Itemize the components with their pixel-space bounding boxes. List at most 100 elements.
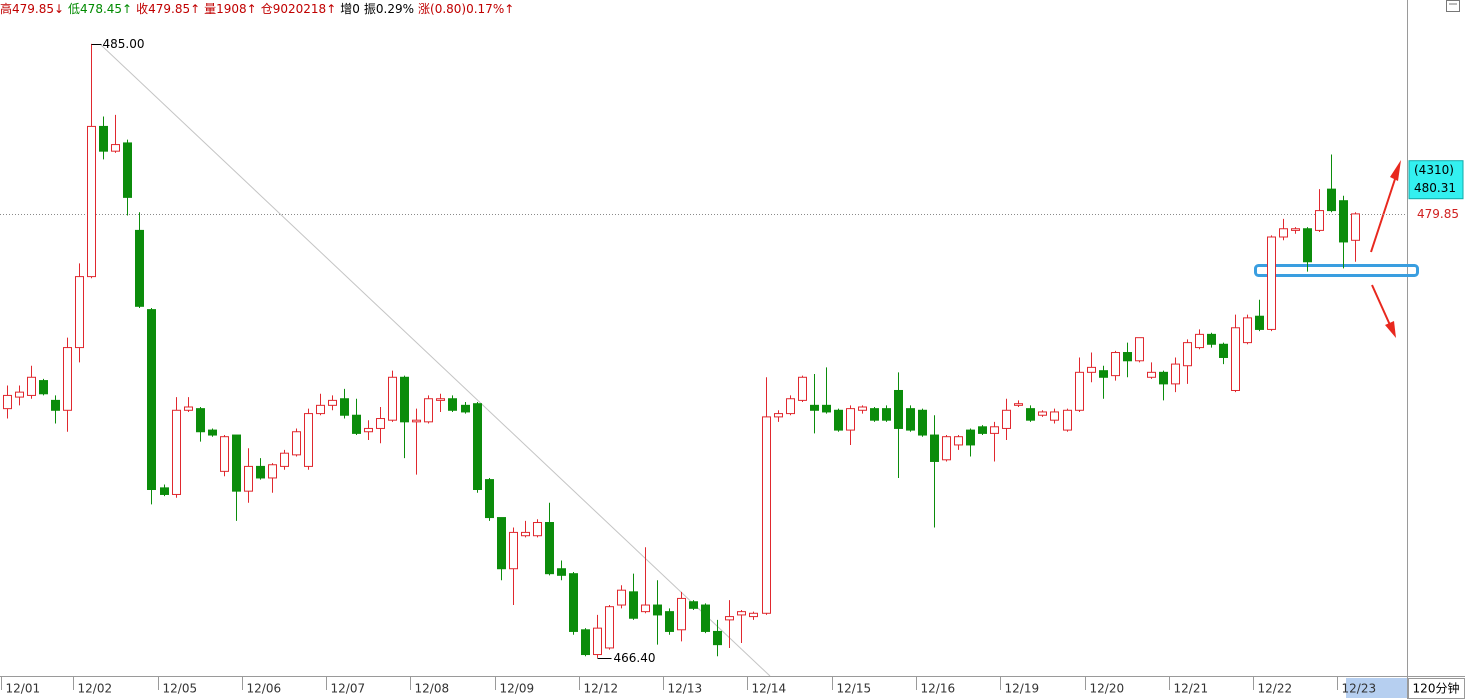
- candle-body: [1002, 409, 1011, 429]
- candle-body: [1171, 363, 1180, 385]
- candle-body: [581, 629, 590, 656]
- candle-body: [400, 376, 409, 423]
- candle-body: [87, 125, 96, 278]
- candle-body: [1075, 371, 1084, 411]
- candle-body: [978, 426, 987, 434]
- candle-body: [629, 591, 638, 619]
- candle-body: [1327, 188, 1336, 212]
- candle-body: [749, 612, 758, 618]
- candle-body: [545, 522, 554, 575]
- candle-body: [1351, 213, 1360, 241]
- candle-body: [617, 589, 626, 606]
- candle-body: [677, 597, 686, 631]
- candle-body: [340, 398, 349, 416]
- candle-body: [762, 416, 771, 614]
- candle-body: [1267, 236, 1276, 330]
- candle-body: [882, 408, 891, 421]
- candle-body: [304, 413, 313, 467]
- candle-body: [834, 409, 843, 431]
- candle-body: [461, 404, 470, 413]
- candle-body: [99, 125, 108, 152]
- candle-body: [208, 429, 217, 436]
- candle-body: [268, 464, 277, 479]
- candle-body: [894, 389, 903, 429]
- candle-body: [1111, 352, 1120, 377]
- candle-body: [557, 568, 566, 576]
- x-tick-label: 12/02: [78, 682, 113, 696]
- candle-body: [774, 413, 783, 418]
- panel-icon[interactable]: [1446, 0, 1460, 12]
- x-tick-label: 12/08: [415, 682, 450, 696]
- candle-body: [424, 398, 433, 423]
- quote-header: 高479.85↓ 低478.45↑ 收479.85↑ 量1908↑ 仓9020218↑ 增…: [0, 1, 518, 17]
- candle-body: [485, 479, 494, 519]
- x-tick-label: 12/07: [331, 682, 366, 696]
- x-tick-label: 12/01: [6, 682, 41, 696]
- cursor-price: 480.31: [1414, 181, 1456, 195]
- candle-body: [786, 398, 795, 415]
- candle-body: [641, 604, 650, 613]
- candle-body: [1183, 342, 1192, 367]
- cursor-x-highlight: [1346, 678, 1407, 698]
- candle-body: [942, 436, 951, 461]
- candle-body: [123, 142, 132, 198]
- candle-body: [689, 601, 698, 609]
- arrow-down: [1371, 284, 1391, 326]
- candle-body: [533, 522, 542, 537]
- candle-body: [75, 276, 84, 349]
- x-tick-label: 12/16: [921, 682, 956, 696]
- candle-body: [388, 376, 397, 421]
- candle-body: [497, 517, 506, 570]
- quote-field: 振0.29%: [363, 2, 415, 16]
- support-box: [1254, 264, 1419, 277]
- candle-body: [1219, 343, 1228, 358]
- candle-body: [509, 531, 518, 570]
- candle-body: [930, 434, 939, 462]
- candle-body: [352, 414, 361, 434]
- candle-body: [569, 573, 578, 632]
- candle-body: [3, 394, 12, 410]
- trend-line: [99, 43, 771, 677]
- cursor-box: [1408, 160, 1464, 200]
- x-tick-label: 12/06: [247, 682, 282, 696]
- candle-body: [196, 408, 205, 433]
- candle-body: [111, 144, 120, 152]
- candle-body: [1026, 408, 1035, 421]
- candle-body: [1231, 327, 1240, 391]
- candle-body: [280, 452, 289, 467]
- quote-field: 收479.85↑: [136, 2, 201, 16]
- arrow-down-head: [1385, 321, 1396, 338]
- candle-body: [1135, 337, 1144, 362]
- candle-body: [184, 406, 193, 411]
- candle-body: [1207, 333, 1216, 345]
- candle-body: [1315, 210, 1324, 231]
- candle-body: [15, 391, 24, 398]
- candle-body: [521, 531, 530, 537]
- candle-body: [160, 487, 169, 495]
- period-label[interactable]: 120分钟: [1413, 681, 1460, 696]
- candle-body: [27, 376, 36, 396]
- x-tick-label: 12/13: [668, 682, 703, 696]
- x-tick-label: 12/15: [837, 682, 872, 696]
- candle-body: [605, 606, 614, 649]
- candle-body: [244, 465, 253, 492]
- quote-field: 低478.45↑: [68, 2, 133, 16]
- candle-body: [1303, 228, 1312, 263]
- candle-body: [906, 408, 915, 431]
- candle-body: [798, 376, 807, 401]
- x-tick-label: 12/23: [1342, 682, 1377, 696]
- candle-body: [1159, 371, 1168, 385]
- quote-field: 高479.85↓: [0, 2, 65, 16]
- quote-field: 仓9020218↑: [260, 2, 337, 16]
- candle-body: [364, 427, 373, 433]
- candle-body: [870, 408, 879, 421]
- low-label: 466.40: [614, 651, 656, 665]
- last-price-label: 479.85: [1417, 207, 1459, 221]
- candle-body: [1339, 200, 1348, 243]
- candle-body: [63, 347, 72, 411]
- candle-body: [1038, 411, 1047, 416]
- candle-body: [1147, 371, 1156, 378]
- candle-body: [292, 431, 301, 456]
